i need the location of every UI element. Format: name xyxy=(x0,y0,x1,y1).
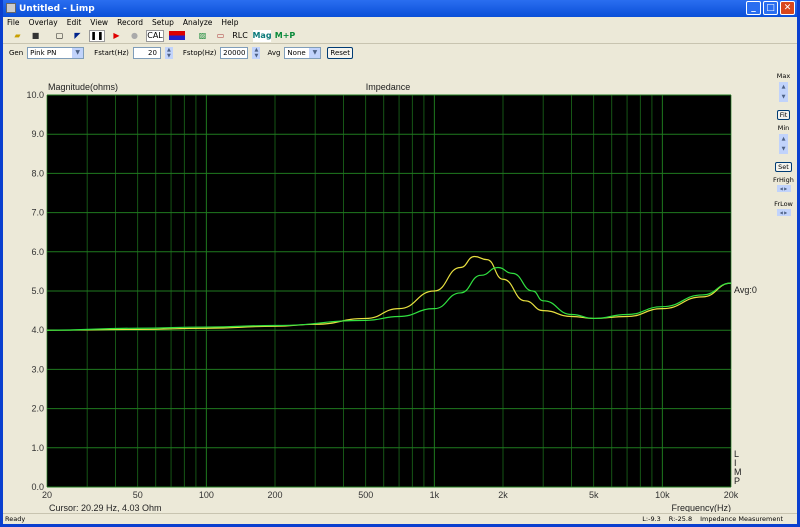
menu-help[interactable]: Help xyxy=(221,18,239,27)
avg-label: Avg:0 xyxy=(734,285,757,295)
menu-file[interactable]: File xyxy=(7,18,20,27)
x-tick-label: 2k xyxy=(498,490,508,500)
chevron-down-icon: ▼ xyxy=(309,47,321,58)
fstart-label: Fstart(Hz) xyxy=(94,48,129,57)
copy-icon[interactable]: ▢ xyxy=(55,31,64,40)
rlc-button[interactable]: RLC xyxy=(232,31,248,40)
y-tick-label: 5.0 xyxy=(31,286,44,296)
y-tick-label: 7.0 xyxy=(31,208,44,218)
y-tick-label: 0.0 xyxy=(31,482,44,492)
cursor-readout: Cursor: 20.29 Hz, 4.03 Ohm xyxy=(49,503,162,512)
impedance-series-1 xyxy=(46,255,732,331)
frlow-spinner[interactable]: ◀ ▶ xyxy=(776,209,791,216)
x-tick-label: 100 xyxy=(199,490,214,500)
scale-panel: Max ▲ ▼ Fit Min ▲ ▼ Set FrHigh ◀ ▶ FrLow ◀… xyxy=(770,62,797,512)
min-spinner[interactable]: ▲ ▼ xyxy=(779,134,788,154)
limp-logo-letter: I xyxy=(734,458,737,468)
play-icon[interactable]: ▶ xyxy=(113,31,120,40)
pause-icon[interactable]: ❚❚ xyxy=(89,29,105,42)
plot-panel: 0.0 1.0 2.0 3.0 4.0 5.0 6.0 7.0 8.0 9.0 10.0 20 50 10… xyxy=(3,62,768,513)
reset-button[interactable]: Reset xyxy=(327,46,353,59)
generator-parameters: Gen Pink PN ▼ Fstart(Hz) 20 ▲ ▼ Fstop(Hz) … xyxy=(3,45,797,60)
x-axis-label: Frequency(Hz) xyxy=(671,503,731,512)
maximize-button[interactable]: □ xyxy=(763,1,778,15)
status-bar: Ready L:-9.3 R:-25.8 Impedance Measureme… xyxy=(3,513,797,524)
chevron-down-icon: ▼ xyxy=(72,47,84,58)
gen-value: Pink PN xyxy=(30,48,57,57)
color-icon[interactable] xyxy=(169,31,185,40)
graph-icon[interactable]: ▨ xyxy=(198,31,207,40)
fstart-value: 20 xyxy=(147,48,157,57)
mag-phase-button[interactable]: M+P xyxy=(274,31,296,40)
avg-select[interactable]: None ▼ xyxy=(284,46,322,59)
y-tick-label: 8.0 xyxy=(31,168,44,178)
y-tick-label: 4.0 xyxy=(31,325,44,335)
save-icon[interactable]: ■ xyxy=(31,31,40,40)
gen-label: Gen xyxy=(9,48,24,57)
cal-button[interactable]: CAL xyxy=(146,29,164,42)
fstart-spinner[interactable]: ▲ ▼ xyxy=(164,46,173,59)
y-tick-label: 2.0 xyxy=(31,404,44,414)
frhigh-spinner[interactable]: ◀ ▶ xyxy=(776,185,791,192)
record-icon[interactable]: ● xyxy=(131,31,138,40)
status-text: Ready xyxy=(5,515,26,523)
mode-indicator: Impedance Measurement xyxy=(700,515,783,523)
menu-record[interactable]: Record xyxy=(117,18,143,27)
menu-edit[interactable]: Edit xyxy=(66,18,82,27)
y-axis-label: Magnitude(ohms) xyxy=(48,82,118,92)
y-tick-label: 3.0 xyxy=(31,364,44,374)
window-title: Untitled - Limp xyxy=(19,3,95,14)
y-tick-label: 10.0 xyxy=(26,90,44,100)
gen-select[interactable]: Pink PN ▼ xyxy=(27,46,85,59)
min-label: Min xyxy=(777,124,790,132)
frlow-label: FrLow xyxy=(774,200,793,208)
title-bar: Untitled - Limp _ □ ✕ xyxy=(3,0,797,17)
left-level: L:-9.3 xyxy=(642,515,661,523)
avg-label: Avg xyxy=(267,48,281,57)
fstart-input[interactable]: 20 xyxy=(132,46,161,59)
x-tick-label: 20k xyxy=(724,490,739,500)
fstop-input[interactable]: 20000 xyxy=(220,46,249,59)
fstop-label: Fstop(Hz) xyxy=(182,48,217,57)
y-tick-label: 1.0 xyxy=(31,443,44,453)
limp-logo-letter: M xyxy=(734,467,742,477)
x-tick-label: 5k xyxy=(589,490,599,500)
limp-logo-letter: P xyxy=(734,476,740,486)
wave-icon[interactable]: ▭ xyxy=(216,31,225,40)
menu-setup[interactable]: Setup xyxy=(152,18,174,27)
y-tick-label: 6.0 xyxy=(31,247,44,257)
fstop-value: 20000 xyxy=(223,48,246,57)
overlay-icon[interactable]: ◤ xyxy=(74,31,81,40)
right-level: R:-25.8 xyxy=(668,515,693,523)
open-icon[interactable]: ▰ xyxy=(14,31,21,40)
max-spinner[interactable]: ▲ ▼ xyxy=(779,82,788,102)
max-label: Max xyxy=(776,72,791,80)
menu-overlay[interactable]: Overlay xyxy=(28,18,58,27)
y-tick-label: 9.0 xyxy=(31,129,44,139)
x-tick-label: 10k xyxy=(655,490,670,500)
x-tick-label: 20 xyxy=(42,490,52,500)
minimize-button[interactable]: _ xyxy=(746,1,761,15)
impedance-series-2 xyxy=(46,266,732,331)
mag-button[interactable]: Mag xyxy=(252,29,272,42)
close-button[interactable]: ✕ xyxy=(780,1,795,15)
x-tick-label: 500 xyxy=(358,490,373,500)
x-tick-label: 1k xyxy=(430,490,440,500)
menu-bar: File Overlay Edit View Record Setup Anal… xyxy=(3,17,797,28)
x-tick-label: 50 xyxy=(133,490,143,500)
menu-view[interactable]: View xyxy=(90,18,109,27)
avg-value: None xyxy=(287,48,306,57)
menu-analyze[interactable]: Analyze xyxy=(182,18,213,27)
chart-title: Impedance xyxy=(366,82,411,92)
limp-logo-letter: L xyxy=(734,449,739,459)
fit-button[interactable]: Fit xyxy=(776,110,791,120)
x-tick-label: 200 xyxy=(267,490,282,500)
set-button[interactable]: Set xyxy=(775,162,792,172)
fstop-spinner[interactable]: ▲ ▼ xyxy=(252,46,261,59)
frhigh-label: FrHigh xyxy=(773,176,794,184)
impedance-chart[interactable]: 0.0 1.0 2.0 3.0 4.0 5.0 6.0 7.0 8.0 9.0 10.0 20 50 10… xyxy=(3,62,768,513)
app-icon xyxy=(6,3,16,13)
toolbar: ▰ ■ ▢ ◤ ❚❚ ▶ ● CAL ▨ ▭ RLC Mag M+P xyxy=(3,28,797,44)
